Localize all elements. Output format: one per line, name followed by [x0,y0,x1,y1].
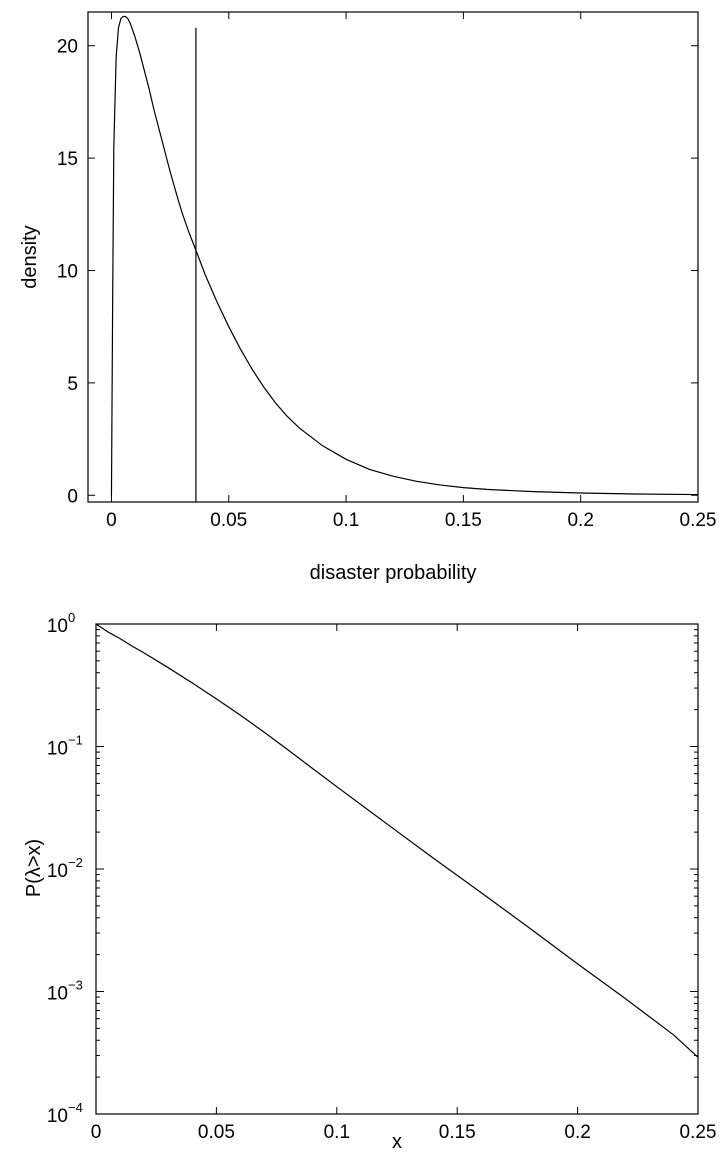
tail-xtick-label: 0.2 [564,1122,590,1143]
density-xtick-label: 0.2 [567,510,593,531]
tail-ytick-label: 10 [47,1106,68,1127]
density-plot-axes-box [87,11,699,503]
tail-probability-curve [95,623,699,1058]
density-xtick-label: 0.25 [680,510,717,531]
tail-xtick-label: 0.15 [439,1122,476,1143]
density-ytick-label: 0 [67,486,78,507]
tail-xtick-label: 0.1 [324,1122,350,1143]
density-xtick-label: 0.05 [210,510,247,531]
tail-plot-axes-box [95,623,699,1115]
density-ytick-label: 15 [57,149,78,170]
density-ytick-label: 10 [57,261,78,282]
tail-ytick-exponent: −4 [68,1100,83,1115]
tail-ytick-exponent: −1 [68,733,83,748]
tail-ytick-label: 10 [47,861,68,882]
density-curve [110,15,699,496]
tail-ylabel: P(λ>x) [23,839,45,897]
tail-ytick-label: 10 [47,616,68,637]
tail-xlabel: x [392,1131,402,1152]
tail-ytick-exponent: −3 [68,978,83,993]
density-xtick-label: 0 [106,510,117,531]
tail-xtick-label: 0.25 [680,1122,717,1143]
density-xlabel: disaster probability [310,562,477,584]
density-ylabel: density [19,225,41,288]
density-plot: 0 0.05 0.1 0.15 0.2 0.25 0 5 10 15 20 disaster pro… [19,11,717,584]
density-xtick-label: 0.15 [445,510,482,531]
tail-ytick-label: 10 [47,739,68,760]
density-ytick-label: 20 [57,37,78,58]
density-xtick-label: 0.1 [333,510,359,531]
tail-xtick-label: 0.05 [198,1122,235,1143]
tail-ytick-label: 10 [47,984,68,1005]
tail-ytick-exponent: 0 [68,610,75,625]
density-ytick-label: 5 [67,374,78,395]
tail-ytick-exponent: −2 [68,855,83,870]
tail-xtick-label: 0 [91,1122,102,1143]
